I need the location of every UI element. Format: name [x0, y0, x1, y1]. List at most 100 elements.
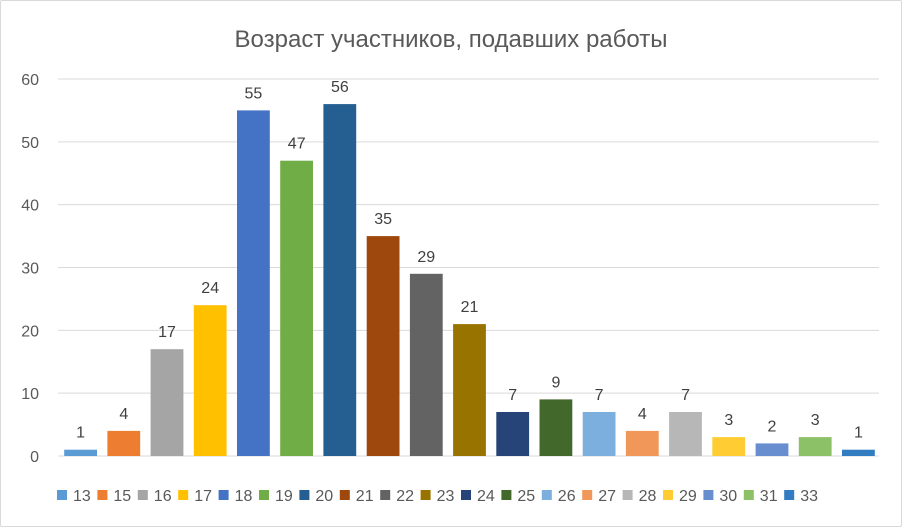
- data-label: 2: [768, 418, 777, 435]
- y-tick-label: 60: [21, 72, 39, 89]
- legend-item: 16: [137, 488, 172, 505]
- legend-item: 31: [743, 488, 778, 505]
- data-label: 7: [595, 387, 604, 404]
- data-label: 3: [811, 412, 820, 429]
- y-tick-label: 50: [21, 135, 39, 152]
- legend-label: 31: [760, 488, 778, 505]
- data-label: 35: [374, 211, 392, 228]
- bar-21: [366, 236, 400, 456]
- legend-item: 30: [703, 488, 737, 505]
- bar-18: [237, 110, 270, 457]
- legend-swatch: [218, 490, 229, 500]
- data-label: 29: [417, 249, 435, 266]
- legend-label: 27: [598, 488, 616, 505]
- data-label: 4: [119, 406, 128, 423]
- legend-item: 25: [501, 488, 535, 505]
- data-label: 1: [76, 425, 85, 442]
- legend-swatch: [784, 490, 795, 500]
- legend-item: 18: [218, 488, 253, 505]
- bar-19: [280, 160, 313, 456]
- legend-swatch: [420, 490, 431, 500]
- bar-28: [669, 412, 702, 456]
- bar-23: [453, 324, 486, 456]
- legend-swatch: [259, 490, 269, 500]
- legend-label: 33: [800, 488, 818, 505]
- legend-label: 29: [679, 488, 697, 505]
- data-label: 17: [158, 324, 176, 341]
- legend-label: 28: [639, 488, 657, 505]
- legend-swatch: [582, 490, 593, 500]
- legend-item: 24: [461, 488, 495, 505]
- bar-29: [712, 437, 746, 456]
- y-tick-label: 30: [21, 261, 39, 278]
- bar-30: [755, 443, 789, 456]
- bar-20: [323, 104, 357, 456]
- bar-31: [798, 437, 832, 456]
- data-label: 7: [508, 387, 517, 404]
- legend-swatch: [541, 490, 552, 500]
- chart-title: Возраст участников, подавших работы: [235, 26, 668, 53]
- y-tick-label: 10: [21, 386, 39, 403]
- legend-swatch: [178, 490, 189, 500]
- bar-13: [64, 449, 97, 456]
- legend-item: 27: [582, 488, 616, 505]
- legend-label: 13: [73, 488, 91, 505]
- legend-swatch: [622, 490, 633, 500]
- bar-15: [107, 430, 141, 456]
- data-label: 56: [331, 79, 349, 96]
- data-label: 55: [245, 85, 263, 102]
- legend-item: 22: [380, 488, 414, 505]
- legend-label: 15: [113, 488, 131, 505]
- legend-label: 21: [356, 488, 374, 505]
- legend-label: 17: [194, 488, 212, 505]
- y-axis: 0 10 20 30 40 50 60: [21, 72, 39, 466]
- legend-item: 23: [420, 488, 454, 505]
- legend-label: 18: [235, 488, 253, 505]
- bar-17: [193, 305, 227, 456]
- legend-item: 29: [663, 488, 697, 505]
- bar-24: [496, 412, 530, 456]
- legend-item: 33: [784, 488, 818, 505]
- y-tick-label: 40: [21, 198, 39, 215]
- data-label: 47: [288, 136, 306, 153]
- legend-label: 25: [517, 488, 535, 505]
- legend-label: 30: [719, 488, 737, 505]
- bar-25: [539, 399, 573, 456]
- legend-swatch: [380, 490, 391, 500]
- legend-label: 22: [396, 488, 414, 505]
- bars: [64, 104, 875, 457]
- legend-swatch: [137, 490, 148, 500]
- y-tick-label: 0: [30, 449, 39, 466]
- legend-swatch: [97, 490, 108, 500]
- legend-item: 19: [259, 488, 293, 505]
- data-label: 3: [724, 412, 733, 429]
- data-label: 7: [681, 387, 690, 404]
- legend: 13 15 16 17 18 19 20 21 22 23 24 25 26 27 28 29 30 31 33: [57, 488, 818, 505]
- y-tick-label: 20: [21, 323, 39, 340]
- data-label: 9: [551, 374, 560, 391]
- legend-label: 20: [315, 488, 333, 505]
- legend-swatch: [703, 490, 714, 500]
- legend-item: 15: [97, 488, 131, 505]
- legend-item: 17: [178, 488, 212, 505]
- data-label: 1: [854, 425, 863, 442]
- bar-27: [625, 430, 659, 456]
- data-label: 4: [638, 406, 647, 423]
- legend-swatch: [339, 490, 350, 500]
- data-label: 21: [461, 299, 479, 316]
- legend-swatch: [461, 490, 471, 500]
- bar-16: [150, 349, 184, 456]
- bar-22: [409, 273, 443, 456]
- bar-26: [582, 412, 616, 456]
- data-label: 24: [201, 280, 219, 297]
- legend-swatch: [57, 490, 67, 500]
- legend-item: 28: [622, 488, 657, 505]
- legend-swatch: [501, 490, 512, 500]
- legend-label: 19: [275, 488, 293, 505]
- legend-swatch: [743, 490, 754, 500]
- bar-33: [842, 449, 875, 456]
- legend-swatch: [663, 490, 673, 500]
- legend-swatch: [299, 490, 310, 500]
